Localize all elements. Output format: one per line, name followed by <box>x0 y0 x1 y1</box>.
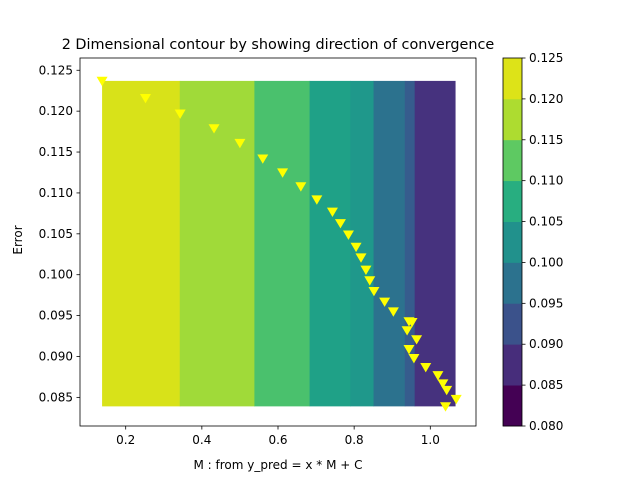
colorbar-segment-0 <box>503 385 522 427</box>
path-marker-0 <box>96 76 108 87</box>
contour-band-5 <box>373 80 406 407</box>
path-marker-14 <box>360 265 372 276</box>
x-tick-label-3: 0.8 <box>345 433 364 447</box>
colorbar-tick-label-3: 0.095 <box>529 296 563 310</box>
colorbar-segment-4 <box>503 221 522 263</box>
path-marker-10 <box>334 219 346 229</box>
path-marker-3 <box>208 124 220 134</box>
colorbar-tick-label-1: 0.085 <box>529 378 563 392</box>
path-marker-27 <box>437 379 449 389</box>
chart-title: 2 Dimensional contour by showing directi… <box>62 37 495 53</box>
path-marker-28 <box>441 385 453 396</box>
y-tick-label-7: 0.120 <box>39 104 73 118</box>
contour-band-1 <box>179 80 255 407</box>
colorbar-segment-2 <box>503 303 522 345</box>
colorbar-tick-label-9: 0.125 <box>529 51 563 65</box>
contour-bands <box>102 80 456 407</box>
x-tick-label-0: 0.2 <box>116 433 135 447</box>
contour-band-7 <box>414 80 456 407</box>
colorbar-tick-label-4: 0.100 <box>529 255 563 269</box>
x-tick-label-2: 0.6 <box>268 433 287 447</box>
path-marker-30 <box>440 402 452 412</box>
y-axis-label: Error <box>11 225 25 254</box>
path-marker-6 <box>277 168 289 178</box>
path-marker-25 <box>420 362 432 373</box>
path-marker-7 <box>295 182 307 192</box>
colorbar-segment-3 <box>503 262 522 304</box>
x-axis-ticks: 0.2 0.4 0.6 0.8 1.0 <box>116 426 440 447</box>
colorbar <box>502 57 523 427</box>
path-marker-5 <box>257 154 269 164</box>
path-marker-21 <box>401 326 413 336</box>
y-tick-label-3: 0.100 <box>39 268 73 282</box>
path-marker-9 <box>326 207 338 217</box>
contour-band-0 <box>102 80 181 407</box>
colorbar-tick-label-5: 0.105 <box>529 215 563 229</box>
path-marker-20 <box>406 318 418 328</box>
path-marker-1 <box>139 93 151 104</box>
path-marker-23 <box>411 335 423 345</box>
path-marker-29 <box>450 394 462 405</box>
colorbar-frame <box>502 57 523 427</box>
path-marker-16 <box>368 286 380 297</box>
y-tick-label-5: 0.110 <box>39 186 73 200</box>
contour-band-6 <box>404 80 416 407</box>
path-marker-8 <box>311 195 323 205</box>
path-marker-11 <box>342 230 354 240</box>
x-tick-label-4: 1.0 <box>421 433 440 447</box>
x-axis-label: M : from y_pred = x * M + C <box>194 458 363 472</box>
colorbar-tick-label-0: 0.080 <box>529 419 563 433</box>
path-marker-15 <box>364 276 376 286</box>
colorbar-tick-label-8: 0.120 <box>529 92 563 106</box>
colorbar-tick-label-2: 0.090 <box>529 337 563 351</box>
path-marker-22 <box>403 345 415 355</box>
y-tick-label-1: 0.090 <box>39 349 73 363</box>
colorbar-tick-label-6: 0.110 <box>529 174 563 188</box>
colorbar-segment-5 <box>503 180 522 222</box>
path-marker-26 <box>432 371 444 381</box>
y-tick-label-4: 0.105 <box>39 227 73 241</box>
contour-band-3 <box>309 80 351 407</box>
y-axis-ticks: 0.085 0.090 0.095 0.100 0.105 0.110 0.115 0.120… <box>39 63 80 404</box>
x-tick-label-1: 0.4 <box>192 433 211 447</box>
colorbar-segment-8 <box>503 58 522 100</box>
path-marker-2 <box>174 109 186 119</box>
y-tick-label-2: 0.095 <box>39 309 73 323</box>
descent-path-markers <box>96 76 462 412</box>
contour-band-4 <box>350 80 375 407</box>
path-marker-4 <box>234 138 246 149</box>
contour-band-2 <box>254 80 311 407</box>
colorbar-segment-7 <box>503 98 522 141</box>
y-tick-label-8: 0.125 <box>39 63 73 77</box>
y-tick-label-0: 0.085 <box>39 390 73 404</box>
path-marker-24 <box>408 353 420 364</box>
colorbar-segment-6 <box>503 139 522 182</box>
colorbar-ticks: 0.080 0.085 0.090 0.095 0.100 0.105 0.110 0.115… <box>522 51 563 433</box>
path-marker-12 <box>350 242 362 253</box>
colorbar-segment-1 <box>503 344 522 386</box>
path-marker-18 <box>387 307 399 317</box>
path-marker-13 <box>355 253 367 263</box>
colorbar-tick-label-7: 0.115 <box>529 133 563 147</box>
path-marker-17 <box>379 297 391 307</box>
y-tick-label-6: 0.115 <box>39 145 73 159</box>
